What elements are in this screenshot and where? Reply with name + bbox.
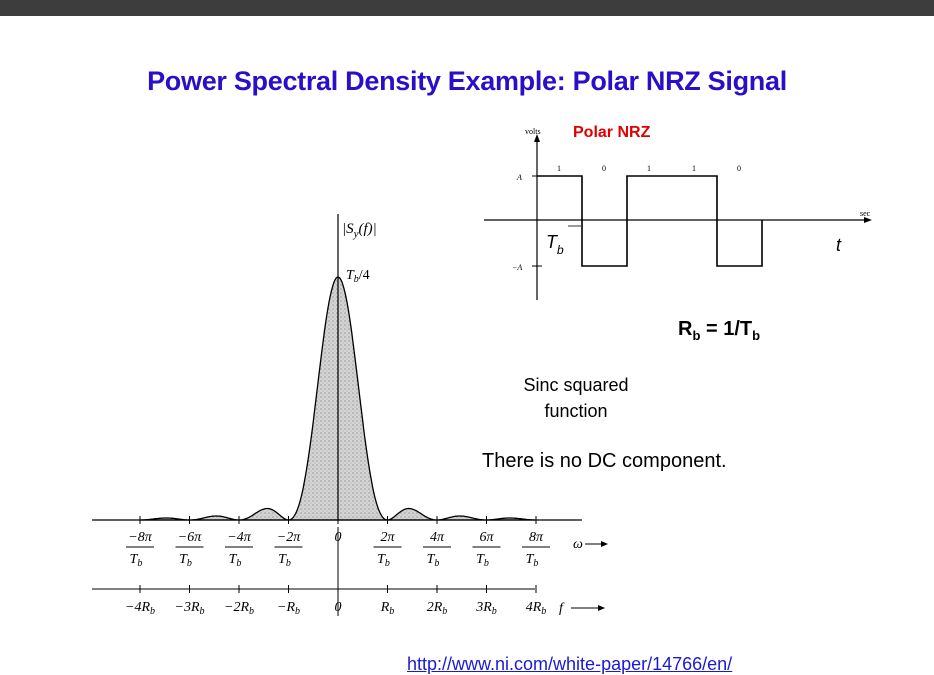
nrz-signal-trace bbox=[537, 175, 763, 267]
omega-tick-denominator: Tb bbox=[526, 552, 539, 569]
omega-tick-numerator: −6π bbox=[178, 530, 202, 545]
tb-label: Tb bbox=[546, 232, 564, 257]
level-pos-label: A bbox=[516, 173, 522, 182]
f-tick-labels: −4Rb −3Rb −2Rb −Rb 0 Rb 2Rb 3Rb 4Rb bbox=[125, 585, 546, 617]
t-label: t bbox=[836, 235, 842, 255]
omega-tick-numerator: −8π bbox=[128, 530, 152, 545]
psd-y-label: |Sy(f)| bbox=[342, 221, 377, 240]
level-neg-label: −A bbox=[512, 263, 522, 272]
volts-label: volts bbox=[525, 127, 541, 136]
psd-peak-label: Tb/4 bbox=[346, 268, 370, 285]
omega-tick-denominator: Tb bbox=[476, 552, 489, 569]
bit-label: 1 bbox=[557, 164, 561, 173]
bit-label: 0 bbox=[737, 164, 741, 173]
omega-tick-labels: −8π Tb −6π Tb −4π Tb −2π Tb 0 2π Tb 4π Tb 6π Tb 8π Tb bbox=[126, 516, 550, 569]
f-tick-label: 4Rb bbox=[526, 600, 547, 617]
omega-tick-numerator: 4π bbox=[430, 530, 445, 545]
f-tick-label: −3Rb bbox=[175, 600, 205, 617]
omega-tick-denominator: Tb bbox=[130, 552, 143, 569]
omega-tick-denominator: Tb bbox=[278, 552, 291, 569]
sinc-note-line2: function bbox=[544, 401, 608, 421]
bit-label: 1 bbox=[692, 164, 696, 173]
omega-tick-numerator: 2π bbox=[380, 530, 395, 545]
omega-tick-numerator: 8π bbox=[529, 530, 544, 545]
f-tick-label: 0 bbox=[335, 600, 342, 615]
f-tick-label: 3Rb bbox=[475, 600, 497, 617]
sinc-note-line1: Sinc squared bbox=[523, 375, 629, 395]
omega-label: ω bbox=[573, 537, 583, 552]
f-tick-label: −2Rb bbox=[224, 600, 254, 617]
bit-label: 0 bbox=[602, 164, 606, 173]
f-axis-label: f bbox=[559, 601, 565, 616]
omega-tick-denominator: Tb bbox=[179, 552, 192, 569]
sec-label: sec bbox=[860, 209, 871, 218]
f-tick-label: 2Rb bbox=[427, 600, 448, 617]
f-tick-label: Rb bbox=[380, 600, 395, 617]
bit-label: 1 bbox=[647, 164, 651, 173]
slide-title: Power Spectral Density Example: Polar NR… bbox=[147, 66, 787, 96]
omega-tick-denominator: Tb bbox=[427, 552, 440, 569]
omega-tick-numerator: −2π bbox=[277, 530, 301, 545]
omega-tick-denominator: Tb bbox=[377, 552, 390, 569]
omega-tick-numerator: −4π bbox=[227, 530, 251, 545]
bit-rate-formula: Rb = 1/Tb bbox=[678, 318, 761, 343]
polar-nrz-label: Polar NRZ bbox=[573, 124, 651, 141]
f-tick-label: −4Rb bbox=[125, 600, 155, 617]
omega-tick-denominator: Tb bbox=[229, 552, 242, 569]
window-top-bar bbox=[0, 0, 934, 16]
omega-tick-numerator: 6π bbox=[479, 530, 494, 545]
sinc-note: Sinc squared function bbox=[520, 372, 632, 424]
no-dc-note: There is no DC component. bbox=[482, 450, 727, 472]
omega-tick-numerator: 0 bbox=[335, 530, 342, 545]
f-tick-label: −Rb bbox=[277, 600, 300, 617]
source-url-link[interactable]: http://www.ni.com/white-paper/14766/en/ bbox=[407, 654, 733, 674]
